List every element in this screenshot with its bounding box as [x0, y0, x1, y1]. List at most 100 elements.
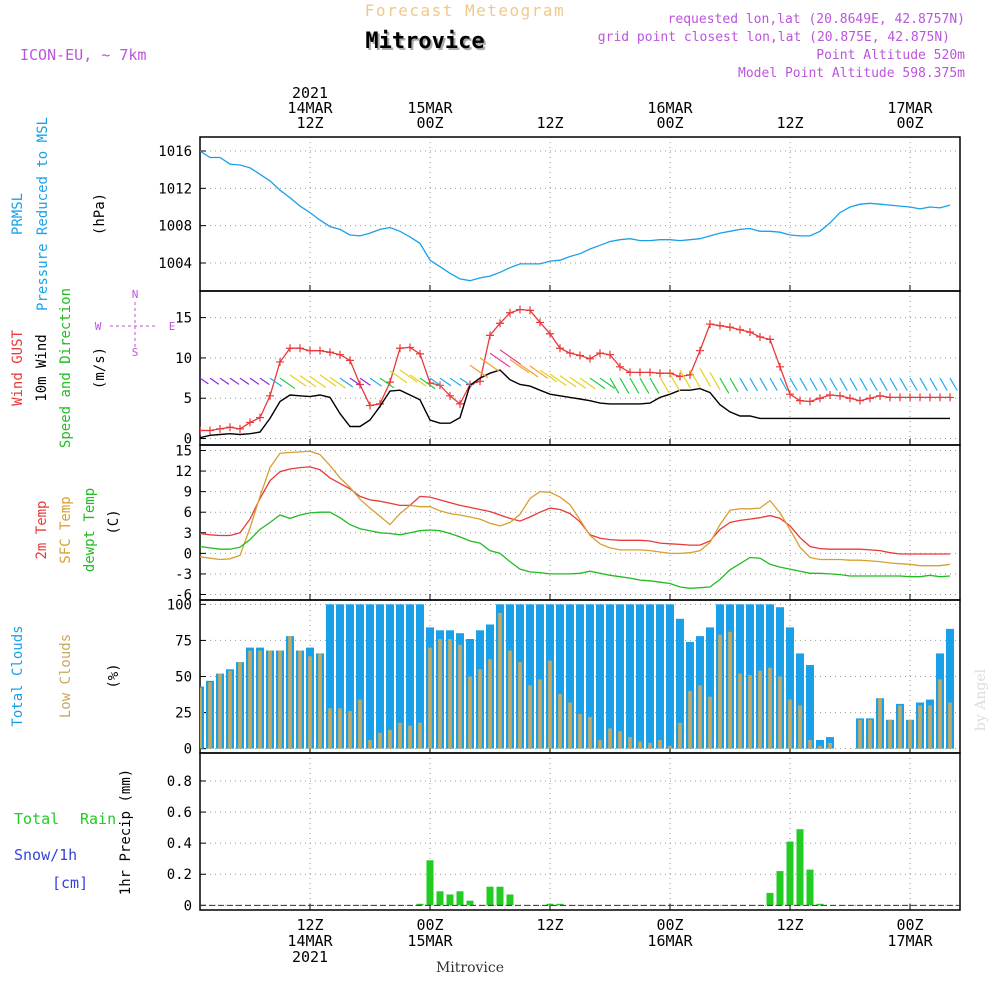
y-tick-label: -6 — [175, 588, 192, 604]
dewpoint-label: dewpt Temp — [82, 488, 98, 572]
total-cloud-bar — [946, 628, 954, 749]
clouds-ylabel: (%) — [106, 663, 122, 688]
wind10m-line — [200, 369, 950, 439]
gust-marker — [776, 362, 784, 371]
total-cloud-bar — [626, 604, 634, 749]
gust-marker — [716, 321, 724, 330]
wind-direction-arrow — [239, 377, 250, 385]
wind-direction-arrow — [829, 377, 838, 391]
low-cloud-bar — [278, 650, 282, 749]
gust-marker — [316, 346, 324, 355]
low-cloud-bar — [268, 650, 272, 749]
temp-ylabel: (C) — [106, 509, 122, 534]
gust-marker — [666, 369, 674, 378]
wind-direction-arrow — [639, 377, 650, 394]
wind-direction-arrow — [399, 369, 418, 383]
gust-marker — [756, 332, 764, 341]
low-cloud-bar — [258, 650, 262, 749]
precip-bar — [766, 892, 774, 906]
wind-direction-arrow — [799, 377, 808, 391]
panel-wind: 0 5 10 15 Wind GUST 10m Wind Speed and Directi… — [10, 288, 961, 448]
total-cloud-bar — [596, 604, 604, 749]
gust-marker — [216, 424, 224, 433]
gust-marker — [656, 369, 664, 378]
wind-direction-arrow — [249, 377, 260, 385]
gust-marker — [906, 393, 914, 402]
wind-direction-arrow — [279, 377, 296, 390]
low-cloud-bar — [658, 740, 662, 749]
low-clouds-label: Low Clouds — [58, 634, 74, 718]
wind-direction-arrow — [379, 377, 395, 389]
compass-w: W — [95, 320, 102, 333]
gust-marker — [336, 350, 344, 359]
wind-direction-arrow — [619, 377, 630, 394]
low-cloud-bar — [558, 693, 562, 749]
time-label-bottom: 17MAR — [887, 932, 933, 950]
total-cloud-bar — [796, 653, 804, 749]
low-cloud-bar — [928, 705, 932, 749]
gust-marker — [806, 397, 814, 406]
time-label-top: 00Z — [656, 114, 683, 132]
y-tick-label: 0.6 — [167, 805, 192, 821]
low-cloud-bar — [508, 650, 512, 749]
wind-direction-arrow — [949, 377, 958, 391]
wind-direction-arrow — [339, 377, 354, 388]
time-label-top: 14MAR — [287, 99, 333, 117]
gust-marker — [546, 329, 554, 338]
low-cloud-bar — [568, 702, 572, 749]
wind-direction-arrow — [719, 377, 730, 394]
precip-bar — [786, 841, 794, 906]
wind-direction-arrow — [839, 377, 848, 391]
precip-total-label: Total — [14, 810, 59, 828]
low-cloud-bar — [328, 708, 332, 749]
wind-direction-arrow — [329, 376, 347, 389]
gust-marker — [846, 394, 854, 403]
low-cloud-bar — [248, 650, 252, 749]
gust-marker — [496, 319, 504, 328]
low-cloud-bar — [438, 639, 442, 749]
gust-marker — [646, 368, 654, 377]
gust-marker — [346, 356, 354, 365]
total-cloud-bar — [786, 627, 794, 749]
gust-marker — [636, 368, 644, 377]
time-label-bottom: 00Z — [656, 916, 683, 934]
precip-bar — [546, 903, 554, 906]
wind-direction-arrow — [909, 377, 918, 391]
y-tick-label: 75 — [175, 633, 192, 649]
low-cloud-bar — [298, 650, 302, 749]
wind-direction-arrow — [669, 373, 681, 392]
precip-bar — [486, 886, 494, 906]
wind-direction-arrow — [539, 369, 558, 383]
wind-direction-arrow — [679, 369, 691, 389]
low-cloud-bar — [918, 705, 922, 749]
low-cloud-bar — [618, 731, 622, 749]
wind-direction-arrow — [929, 377, 938, 391]
low-cloud-bar — [338, 708, 342, 749]
model-point-altitude: Model Point Altitude 598.375m — [738, 66, 965, 81]
low-cloud-bar — [868, 719, 872, 749]
wind-direction-arrow — [769, 377, 778, 391]
panel-frame — [199, 752, 961, 911]
low-cloud-bar — [698, 685, 702, 749]
low-cloud-bar — [818, 745, 822, 749]
total-cloud-bar — [406, 604, 414, 749]
wind-direction-arrow — [479, 357, 500, 372]
low-cloud-bar — [778, 676, 782, 749]
low-cloud-bar — [428, 647, 432, 749]
low-cloud-bar — [218, 673, 222, 749]
wind-direction-arrow — [309, 375, 327, 389]
time-label-bottom: 14MAR — [287, 932, 333, 950]
wind-direction-arrow — [629, 377, 640, 394]
dewpoint-line — [200, 511, 951, 589]
wind-direction-arrow — [569, 376, 587, 389]
wind-direction-arrow — [359, 377, 371, 386]
low-cloud-bar — [948, 702, 952, 749]
pressure-ylabel: (hPa) — [92, 193, 108, 235]
time-label-bottom: 2021 — [292, 948, 328, 966]
total-cloud-bar — [806, 665, 814, 749]
gust-marker — [926, 393, 934, 402]
y-tick-label: 0.2 — [167, 867, 192, 883]
